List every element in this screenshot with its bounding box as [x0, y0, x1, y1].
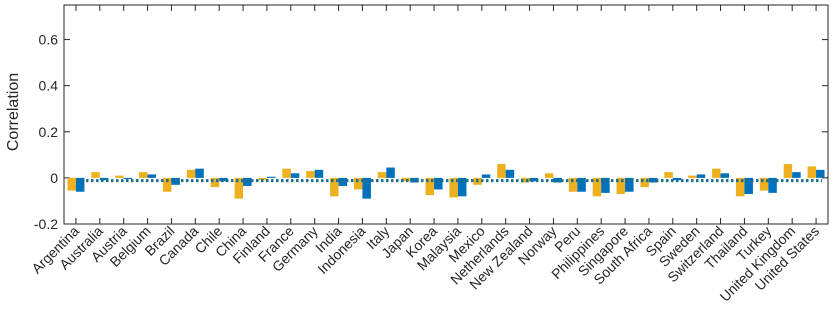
bar-series1-sweden: [688, 175, 697, 178]
bar-series2-switzerland: [720, 173, 730, 178]
bar-series1-germany: [306, 170, 315, 178]
y-tick-label: 0.2: [39, 124, 59, 140]
bar-series1-chile: [210, 177, 220, 188]
plot-area: -0.200.20.40.6ArgentinaAustraliaAustriaB…: [28, 4, 829, 305]
bar-series2-netherlands: [505, 169, 515, 178]
bar-series2-malaysia: [457, 177, 467, 197]
bar-series2-france: [290, 173, 300, 178]
bar-series2-united-states: [816, 169, 825, 178]
y-tick-label: 0.6: [39, 32, 59, 48]
bar-series1-switzerland: [712, 168, 721, 178]
y-tick-label: 0.4: [39, 78, 59, 94]
y-tick-label: -0.2: [34, 216, 58, 232]
bar-series1-singapore: [616, 177, 626, 195]
bar-series1-austria: [115, 175, 124, 178]
bar-series1-norway: [544, 173, 554, 178]
bar-series1-france: [282, 168, 291, 178]
bar-series2-belgium: [147, 174, 157, 178]
y-axis-title: Correlation: [5, 73, 22, 151]
axes-box: [63, 4, 829, 225]
bar-series1-thailand: [735, 177, 745, 197]
bar-series2-brazil: [171, 177, 180, 185]
bar-series1-japan: [401, 177, 411, 182]
bar-series1-united-kingdom: [783, 164, 793, 178]
bar-series2-peru: [577, 177, 586, 192]
bar-series1-brazil: [162, 177, 172, 192]
bar-series1-netherlands: [497, 164, 506, 178]
bar-series2-new-zealand: [529, 177, 539, 182]
bar-series2-turkey: [768, 177, 777, 193]
bar-series1-spain: [664, 172, 673, 178]
bar-series2-sweden: [696, 174, 706, 178]
bar-series2-spain: [672, 177, 682, 181]
y-tick-label: 0: [50, 170, 58, 186]
bar-series1-belgium: [139, 172, 148, 178]
bar-series1-australia: [91, 172, 100, 178]
bar-series1-indonesia: [353, 177, 363, 190]
bar-series2-singapore: [625, 177, 634, 192]
bar-series1-china: [234, 177, 244, 199]
bar-series2-finland: [266, 176, 276, 178]
bar-series1-south-africa: [640, 177, 649, 188]
bar-series1-finland: [258, 177, 267, 181]
bar-series2-austria: [123, 177, 133, 180]
bar-series2-germany: [314, 169, 324, 178]
bar-series1-korea: [425, 177, 435, 196]
bar-series2-australia: [99, 177, 109, 181]
bar-series1-new-zealand: [521, 177, 530, 183]
bar-series2-thailand: [744, 177, 753, 195]
bar-series2-mexico: [481, 174, 491, 178]
bar-series1-argentina: [67, 177, 76, 191]
bar-series2-indonesia: [362, 177, 371, 199]
bar-series1-malaysia: [449, 177, 458, 198]
bar-series1-united-states: [807, 166, 817, 178]
bar-series2-philippines: [601, 177, 610, 193]
bar-series1-india: [330, 177, 339, 197]
bar-series1-canada: [186, 169, 196, 178]
bar-series2-canada: [195, 168, 204, 178]
bar-series1-italy: [377, 172, 387, 178]
bar-series1-turkey: [759, 177, 769, 191]
bar-series2-korea: [434, 177, 443, 190]
bar-series2-united-kingdom: [792, 172, 801, 178]
bar-series1-peru: [568, 177, 578, 192]
bar-series1-philippines: [592, 177, 602, 197]
bar-series2-argentina: [75, 177, 85, 192]
bar-series2-italy: [386, 167, 395, 178]
bar-series2-japan: [410, 177, 419, 183]
